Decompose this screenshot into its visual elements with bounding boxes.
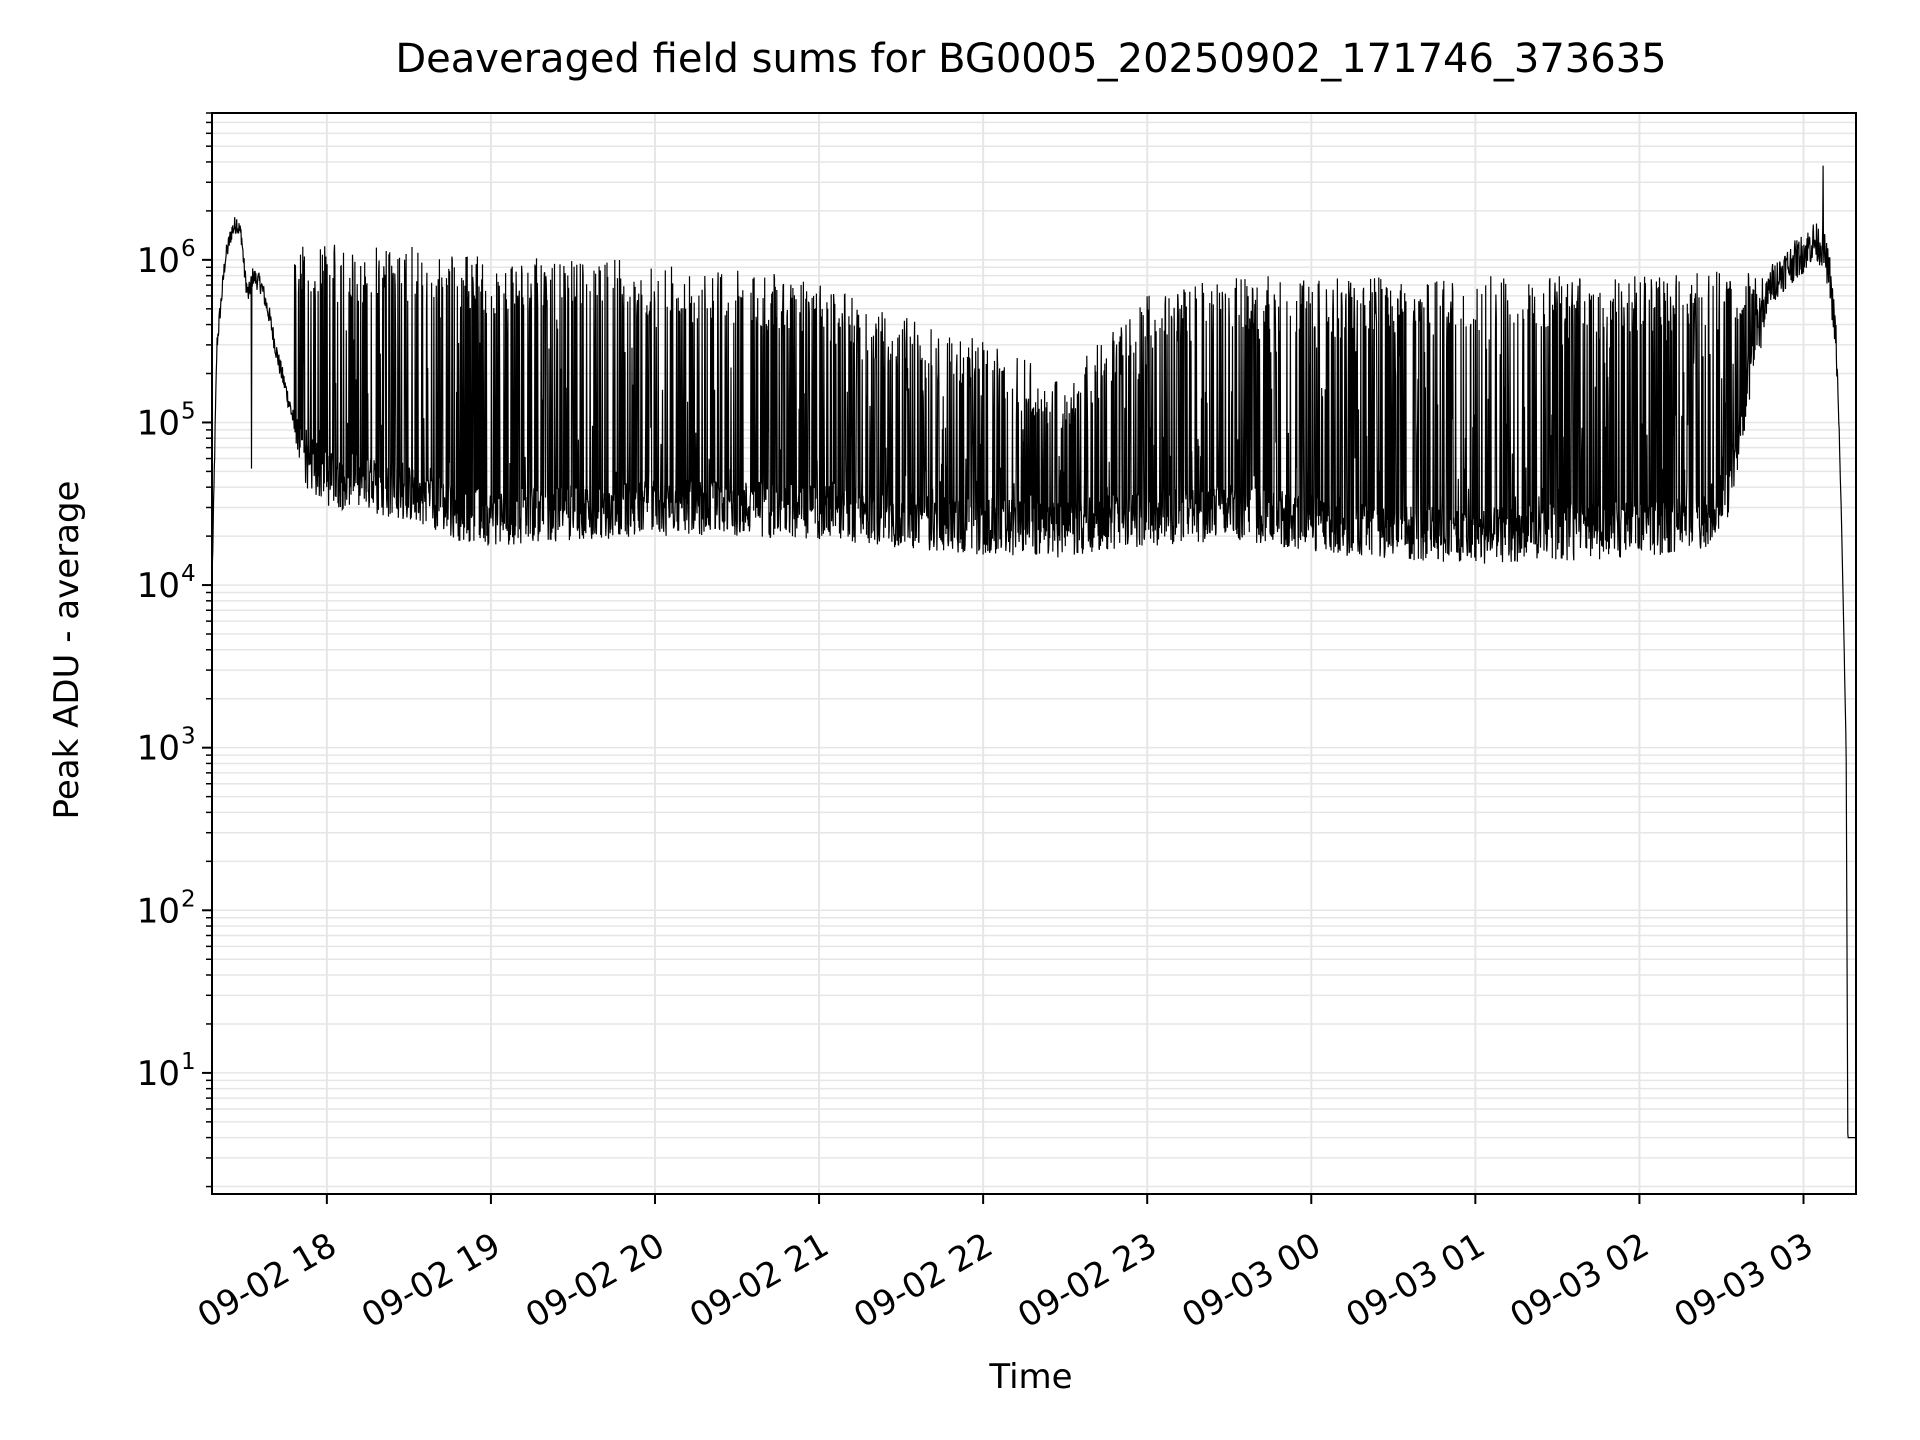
y-tick-label-base: 10 <box>137 891 180 931</box>
y-tick-label-base: 10 <box>137 729 180 769</box>
y-tick-label: 10 3 <box>137 724 196 769</box>
y-tick-label: 10 6 <box>137 236 196 281</box>
y-tick-label-exponent: 2 <box>181 886 196 912</box>
y-axis-label: Peak ADU - average <box>47 481 87 820</box>
y-tick-label-base: 10 <box>137 403 180 443</box>
x-axis-label: Time <box>988 1357 1072 1397</box>
y-tick-label-exponent: 5 <box>181 398 196 424</box>
y-tick-label-base: 10 <box>137 566 180 606</box>
y-tick-label: 10 5 <box>137 398 196 443</box>
y-tick-label: 10 4 <box>137 561 196 606</box>
y-tick-label-exponent: 4 <box>181 561 196 587</box>
series-line <box>211 165 1856 1139</box>
y-tick-label-base: 10 <box>137 241 180 281</box>
y-tick-label-exponent: 3 <box>181 724 196 750</box>
y-tick-label: 10 1 <box>137 1049 196 1094</box>
y-tick-label-exponent: 1 <box>181 1049 196 1075</box>
y-tick-label-exponent: 6 <box>181 236 196 262</box>
plot-area <box>211 165 1856 1139</box>
y-tick-label: 10 2 <box>137 886 196 931</box>
chart-title: Deaveraged field sums for BG0005_2025090… <box>395 36 1666 82</box>
axes-frame <box>211 112 1857 1195</box>
y-tick-label-base: 10 <box>137 1054 180 1094</box>
